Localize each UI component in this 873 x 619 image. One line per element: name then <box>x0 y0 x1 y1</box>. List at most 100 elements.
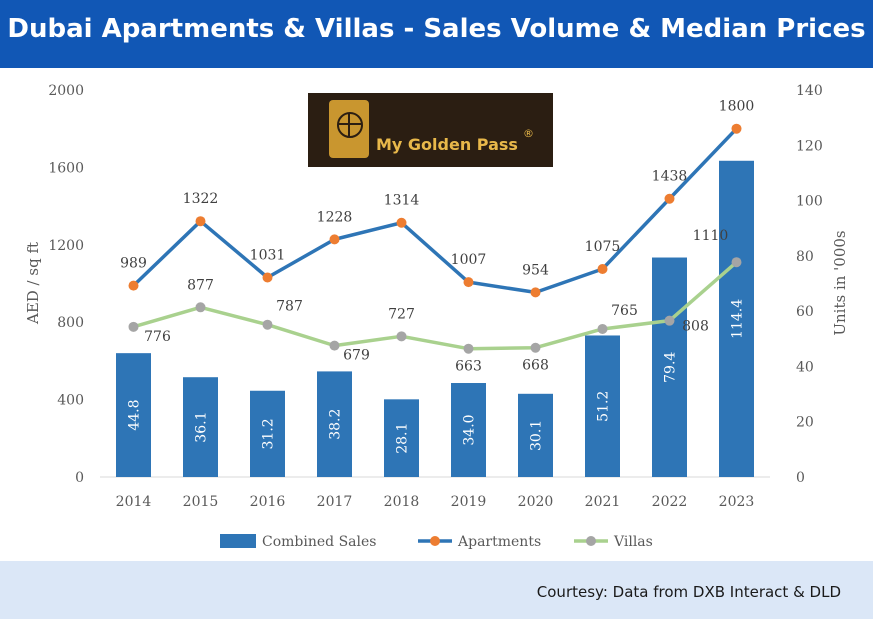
courtesy-text: Courtesy: Data from DXB Interact & DLD <box>536 583 841 601</box>
logo-text: My Golden Pass <box>376 135 518 154</box>
bar-data-label: 31.2 <box>261 418 277 449</box>
y2-tick-label: 0 <box>796 470 805 486</box>
bar-data-label: 28.1 <box>395 423 411 454</box>
legend-marker-apartments <box>430 536 440 546</box>
x-tick-label: 2021 <box>585 494 621 510</box>
villas-data-label: 808 <box>682 319 709 335</box>
y2-tick-label: 40 <box>796 359 814 375</box>
villas-point <box>597 323 608 334</box>
logo: My Golden Pass ® <box>308 93 553 167</box>
header-banner: Dubai Apartments & Villas - Sales Volume… <box>0 0 873 68</box>
villas-point <box>731 257 742 268</box>
globe-icon <box>337 112 363 138</box>
x-tick-label: 2018 <box>384 494 420 510</box>
apartments-point <box>329 234 340 245</box>
bar-data-label: 38.2 <box>328 409 344 440</box>
villas-data-label: 727 <box>388 306 415 322</box>
bar-data-label: 51.2 <box>596 391 612 422</box>
x-tick-label: 2015 <box>183 494 219 510</box>
villas-point <box>262 319 273 330</box>
apartments-point <box>530 287 541 298</box>
bar-combined-sales <box>652 257 687 477</box>
villas-data-label: 679 <box>343 348 370 364</box>
page-title: Dubai Apartments & Villas - Sales Volume… <box>7 14 866 44</box>
villas-data-label: 776 <box>144 329 171 345</box>
passport-globe-icon <box>329 100 369 158</box>
y2-tick-label: 120 <box>796 138 823 154</box>
bar-combined-sales <box>317 371 352 477</box>
apartments-data-label: 1438 <box>652 169 688 185</box>
apartments-data-label: 1075 <box>585 239 621 255</box>
registered-mark: ® <box>523 127 534 140</box>
y-tick-label: 0 <box>75 470 84 486</box>
villas-data-label: 765 <box>611 303 638 319</box>
y2-tick-label: 60 <box>796 304 814 320</box>
legend-label-combined-sales: Combined Sales <box>262 534 376 550</box>
villas-point <box>396 331 407 342</box>
footer: Courtesy: Data from DXB Interact & DLD <box>0 561 873 619</box>
y-tick-label: 400 <box>57 393 84 409</box>
y-tick-label: 800 <box>57 315 84 331</box>
bar-data-label: 79.4 <box>663 352 679 383</box>
x-tick-label: 2020 <box>518 494 554 510</box>
bar-combined-sales <box>451 383 486 477</box>
villas-point <box>530 342 541 353</box>
villas-data-label: 787 <box>276 299 303 315</box>
villas-data-label: 663 <box>455 359 482 375</box>
apartments-point <box>664 193 675 204</box>
bar-data-label: 44.8 <box>127 399 143 430</box>
apartments-point <box>195 216 206 227</box>
y2-tick-label: 140 <box>796 83 823 99</box>
villas-point <box>329 340 340 351</box>
y-tick-label: 2000 <box>48 83 84 99</box>
apartments-point <box>731 123 742 134</box>
y2-tick-label: 20 <box>796 415 814 431</box>
x-tick-label: 2017 <box>317 494 353 510</box>
y2-tick-label: 80 <box>796 249 814 265</box>
legend-marker-villas <box>586 536 596 546</box>
villas-point <box>664 315 675 326</box>
bar-combined-sales <box>719 160 754 477</box>
apartments-point <box>396 217 407 228</box>
legend-label-villas: Villas <box>613 534 653 550</box>
apartments-data-label: 989 <box>120 256 147 272</box>
villas-line <box>133 260 738 351</box>
x-tick-label: 2014 <box>116 494 152 510</box>
bar-data-label: 114.4 <box>730 299 746 339</box>
x-tick-label: 2016 <box>250 494 286 510</box>
bar-combined-sales <box>585 335 620 477</box>
bar-combined-sales <box>250 390 285 477</box>
apartments-point <box>128 280 139 291</box>
apartments-data-label: 1322 <box>183 191 219 207</box>
villas-point <box>128 321 139 332</box>
apartments-point <box>262 272 273 283</box>
y2-tick-label: 100 <box>796 194 823 210</box>
x-tick-label: 2019 <box>451 494 487 510</box>
legend-swatch-combined-sales <box>220 534 256 548</box>
y-tick-label: 1200 <box>48 238 84 254</box>
apartments-point <box>597 263 608 274</box>
apartments-data-label: 1800 <box>719 99 755 115</box>
apartments-data-label: 1007 <box>451 252 487 268</box>
x-tick-label: 2023 <box>719 494 755 510</box>
x-tick-label: 2022 <box>652 494 688 510</box>
bar-combined-sales <box>384 399 419 477</box>
apartments-point <box>463 277 474 288</box>
apartments-data-label: 1228 <box>317 209 353 225</box>
legend-label-apartments: Apartments <box>457 534 541 550</box>
bar-data-label: 34.0 <box>462 414 478 445</box>
apartments-data-label: 1031 <box>250 248 286 264</box>
villas-data-label: 877 <box>187 277 214 293</box>
y-axis-title: AED / sq ft <box>24 242 42 325</box>
villas-data-label: 1110 <box>693 228 729 244</box>
apartments-data-label: 1314 <box>384 193 420 209</box>
villas-data-label: 668 <box>522 358 549 374</box>
bar-combined-sales <box>183 377 218 477</box>
y-tick-label: 1600 <box>48 160 84 176</box>
villas-point <box>195 302 206 313</box>
bar-combined-sales <box>116 353 151 477</box>
bar-data-label: 36.1 <box>194 412 210 443</box>
bar-data-label: 30.1 <box>529 420 545 451</box>
bar-combined-sales <box>518 393 553 477</box>
